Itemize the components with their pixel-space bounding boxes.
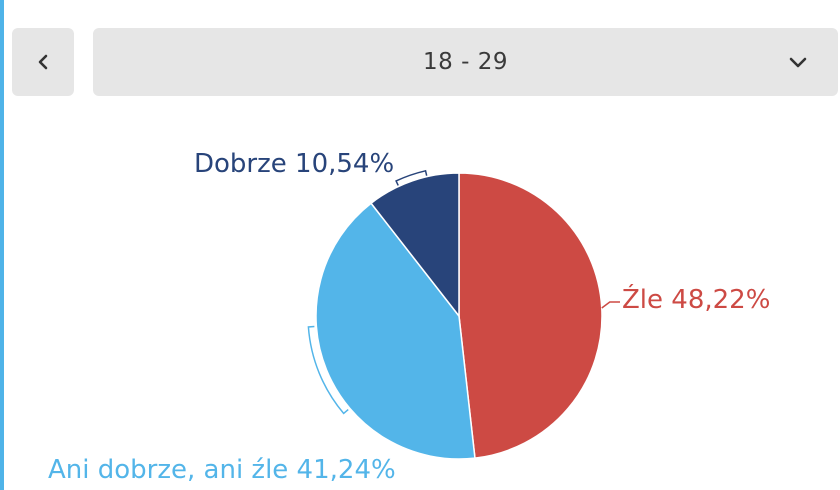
leader-line-dobrze — [395, 169, 428, 186]
leader-line-zle — [601, 301, 620, 309]
pie-label-zle: Źle 48,22% — [622, 283, 770, 315]
leader-line-ani-dobrze-ani-zle — [307, 325, 349, 415]
chevron-left-icon — [38, 54, 48, 70]
age-group-value: 18 - 29 — [423, 49, 508, 75]
chevron-down-icon — [789, 57, 807, 68]
pie-slice-ani-dobrze-ani-zle — [315, 202, 476, 460]
age-group-select[interactable]: 18 - 29 — [93, 28, 838, 96]
pie-slice-zle — [458, 172, 603, 459]
accent-bar — [0, 0, 4, 490]
pie-label-ani-dobrze-ani-zle: Ani dobrze, ani źle 41,24% — [48, 455, 396, 485]
previous-button[interactable] — [12, 28, 74, 96]
pie-label-dobrze: Dobrze 10,54% — [194, 149, 394, 179]
pie-slice-dobrze — [370, 172, 460, 319]
